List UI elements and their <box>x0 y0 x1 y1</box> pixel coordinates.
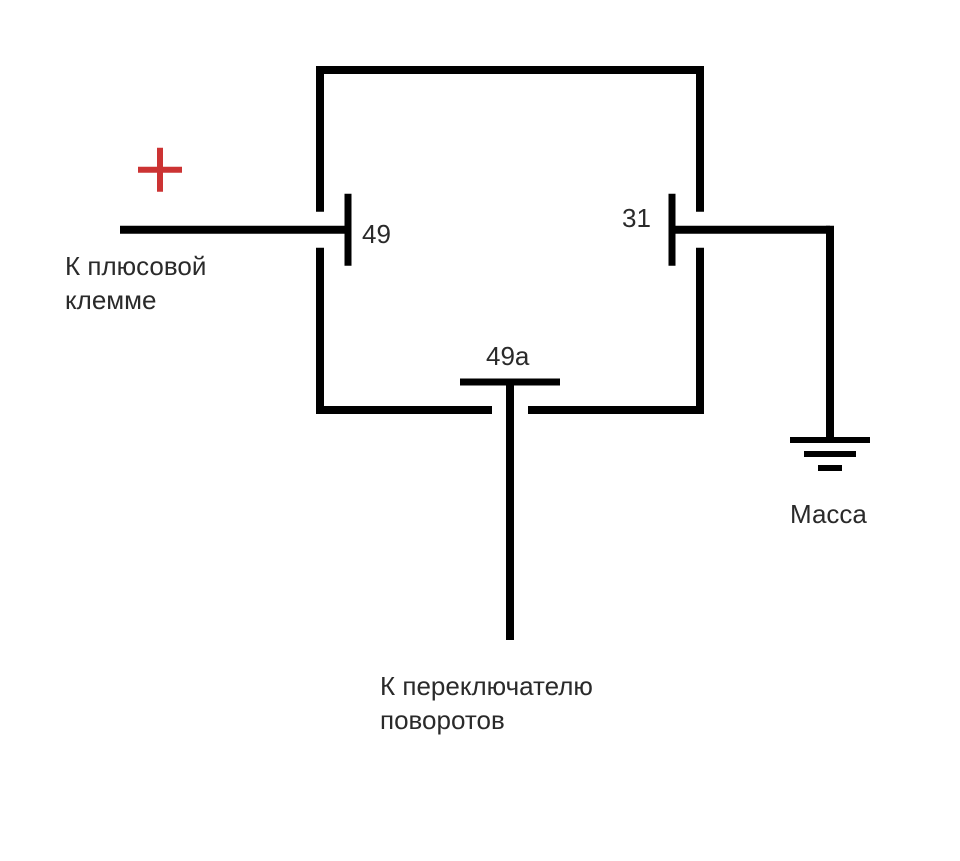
ground-label: Масса <box>790 498 867 532</box>
pin-49-label: 49 <box>362 218 391 252</box>
switch-label: К переключателю поворотов <box>380 670 593 738</box>
plus-terminal-label: К плюсовой клемме <box>65 250 206 318</box>
pin-49a-label: 49a <box>486 340 529 374</box>
pin-31-label: 31 <box>622 202 651 236</box>
